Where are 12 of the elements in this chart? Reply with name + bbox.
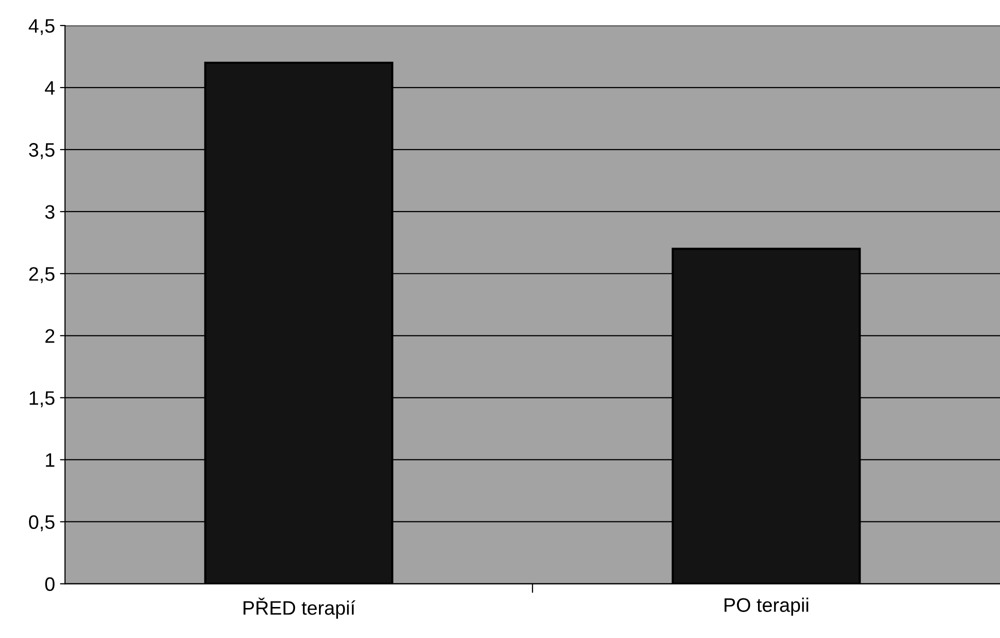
y-tick-label: 1: [46, 453, 54, 467]
y-tick-label: 4: [44, 81, 55, 95]
y-tick-label: 3,5: [28, 143, 54, 160]
y-tick-label: 0,5: [29, 515, 54, 532]
y-tick-label: 3: [45, 205, 54, 219]
x-tick-label: PO terapii: [724, 598, 808, 616]
x-tick-label: PŘED terapií: [244, 598, 356, 619]
y-tick-label: 1,5: [30, 391, 54, 408]
y-tick-label: 4,5: [28, 19, 54, 36]
y-tick-label: 2: [45, 329, 54, 343]
y-tick-label: 2,5: [29, 267, 54, 284]
y-tick-label: 0: [45, 577, 55, 592]
